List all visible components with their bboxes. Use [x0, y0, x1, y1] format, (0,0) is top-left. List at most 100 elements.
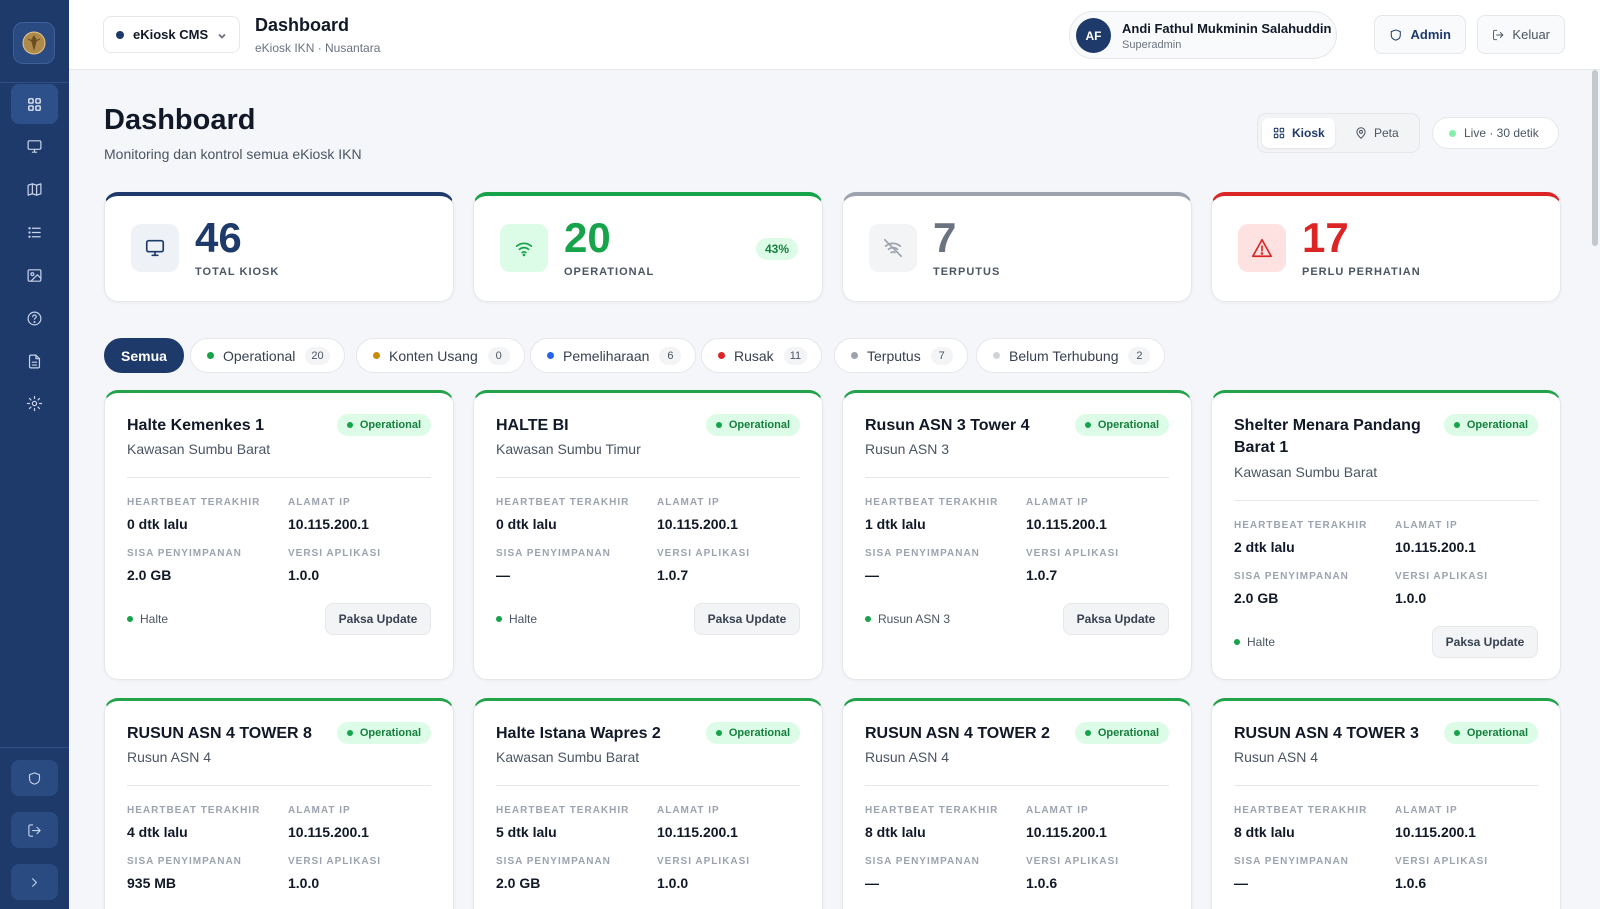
sidebar-item-media[interactable]	[11, 255, 58, 295]
stat-label: TERPUTUS	[933, 266, 1001, 278]
sidebar-item-help[interactable]	[11, 298, 58, 338]
user-menu[interactable]: AF Andi Fathul Mukminin Salahuddin Super…	[1069, 11, 1337, 59]
stat-value: 46	[195, 214, 242, 261]
kiosk-tag: Halte	[496, 612, 537, 626]
filter-chip-maintenance[interactable]: Pemeliharaan 6	[530, 338, 697, 373]
kiosk-card[interactable]: Rusun ASN 3 Tower 4 Operational Rusun AS…	[842, 390, 1192, 680]
alert-triangle-icon	[1252, 238, 1272, 258]
app-logo[interactable]	[13, 22, 55, 64]
user-role: Superadmin	[1122, 39, 1182, 51]
heartbeat-value: 8 dtk lalu	[1234, 824, 1295, 840]
status-dot	[346, 422, 353, 428]
stat-value: 17	[1302, 214, 1349, 261]
wifi-off-icon	[883, 238, 903, 258]
view-kiosk-button[interactable]: Kiosk	[1262, 118, 1335, 148]
kiosk-card[interactable]: RUSUN ASN 4 TOWER 3 Operational Rusun AS…	[1211, 698, 1561, 909]
kiosk-location: Kawasan Sumbu Timur	[496, 441, 641, 457]
sidebar-logout-button[interactable]	[11, 812, 58, 848]
sidebar-item-reports[interactable]	[11, 341, 58, 381]
heartbeat-label: HEARTBEAT TERAKHIR	[1234, 520, 1368, 531]
heartbeat-value: 2 dtk lalu	[1234, 539, 1295, 555]
stat-card-total[interactable]: 46 TOTAL KIOSK	[104, 192, 454, 302]
admin-button[interactable]: Admin	[1374, 15, 1466, 54]
stat-card-disconnected[interactable]: 7 TERPUTUS	[842, 192, 1192, 302]
view-map-label: Peta	[1374, 126, 1399, 140]
header-subtitle: eKiosk IKN · Nusantara	[255, 41, 381, 55]
sidebar-item-dashboard[interactable]	[11, 84, 58, 124]
ip-value: 10.115.200.1	[1026, 516, 1107, 532]
force-update-button[interactable]: Paksa Update	[325, 603, 431, 635]
kiosk-card[interactable]: HALTE BI Operational Kawasan Sumbu Timur…	[473, 390, 823, 680]
sidebar-item-map[interactable]	[11, 169, 58, 209]
kiosk-location: Rusun ASN 3	[865, 441, 950, 457]
kiosk-card[interactable]: RUSUN ASN 4 TOWER 8 Operational Rusun AS…	[104, 698, 454, 909]
card-divider	[496, 785, 800, 786]
filter-chip-broken[interactable]: Rusak 11	[701, 338, 823, 373]
scrollbar-thumb[interactable]	[1592, 70, 1598, 246]
sidebar-divider	[0, 82, 69, 83]
document-icon	[28, 354, 41, 368]
stat-card-operational[interactable]: 20 OPERATIONAL 43%	[473, 192, 823, 302]
status-badge: Operational	[336, 722, 431, 744]
wifi-icon	[515, 242, 533, 257]
filter-chip-label: Belum Terhubung	[1009, 347, 1119, 364]
kiosk-tag: Halte	[1234, 635, 1275, 649]
ip-label: ALAMAT IP	[288, 805, 351, 816]
stat-card-attention[interactable]: 17 PERLU PERHATIAN	[1211, 192, 1561, 302]
filter-chip-operational[interactable]: Operational 20	[190, 338, 345, 373]
filter-chip-count: 11	[783, 346, 808, 365]
kiosk-name: Shelter Menara Pandang Barat 1	[1234, 417, 1421, 456]
heartbeat-value: 1 dtk lalu	[865, 516, 926, 532]
filter-chip-not-connected[interactable]: Belum Terhubung 2	[976, 338, 1166, 373]
sidebar-item-settings[interactable]	[11, 383, 58, 423]
storage-label: SISA PENYIMPANAN	[127, 856, 242, 867]
kiosk-tag-label: Halte	[509, 612, 538, 626]
page-scrollbar[interactable]	[1568, 70, 1600, 909]
filter-chip-label: Pemeliharaan	[563, 347, 650, 364]
storage-label: SISA PENYIMPANAN	[1234, 571, 1349, 582]
stat-label: TOTAL KIOSK	[195, 266, 280, 278]
kiosk-card[interactable]: RUSUN ASN 4 TOWER 2 Operational Rusun AS…	[842, 698, 1192, 909]
version-value: 1.0.6	[1395, 875, 1427, 891]
kiosk-location: Kawasan Sumbu Barat	[496, 749, 640, 765]
ip-value: 10.115.200.1	[657, 516, 738, 532]
kiosk-card[interactable]: Halte Kemenkes 1 Operational Kawasan Sum…	[104, 390, 454, 680]
sidebar-item-kiosk[interactable]	[11, 126, 58, 166]
status-dot	[373, 352, 380, 359]
filter-chip-all[interactable]: Semua	[104, 338, 184, 373]
force-update-button[interactable]: Paksa Update	[1432, 626, 1538, 658]
logout-button[interactable]: Keluar	[1477, 15, 1565, 54]
kiosk-location: Rusun ASN 4	[1234, 749, 1319, 765]
storage-value: —	[865, 875, 879, 891]
view-map-button[interactable]: Peta	[1344, 118, 1409, 148]
admin-button-label: Admin	[1410, 27, 1451, 42]
kiosk-card[interactable]: Halte Istana Wapres 2 Operational Kawasa…	[473, 698, 823, 909]
card-divider	[496, 477, 800, 478]
storage-label: SISA PENYIMPANAN	[1234, 856, 1349, 867]
stat-value: 20	[564, 214, 611, 261]
ip-label: ALAMAT IP	[657, 497, 720, 508]
force-update-button[interactable]: Paksa Update	[1063, 603, 1169, 635]
sidebar-admin-button[interactable]	[11, 760, 58, 796]
force-update-button[interactable]: Paksa Update	[694, 603, 800, 635]
live-indicator: Live · 30 detik	[1432, 117, 1559, 149]
stat-icon-wrap	[131, 224, 179, 272]
app-selector[interactable]: eKiosk CMS	[103, 16, 240, 53]
kiosk-name: RUSUN ASN 4 TOWER 8	[127, 725, 312, 742]
status-badge: Operational	[705, 414, 800, 436]
filter-chip-count: 0	[487, 346, 510, 365]
filter-chip-outdated[interactable]: Konten Usang 0	[356, 338, 525, 373]
kiosk-name: Rusun ASN 3 Tower 4	[865, 417, 1030, 434]
emblem-icon	[22, 31, 46, 55]
status-dot	[718, 352, 725, 359]
sidebar-expand-button[interactable]	[11, 864, 58, 900]
kiosk-name: Halte Istana Wapres 2	[496, 725, 661, 742]
filter-chip-disconnected[interactable]: Terputus 7	[834, 338, 968, 373]
heartbeat-label: HEARTBEAT TERAKHIR	[496, 497, 630, 508]
heartbeat-label: HEARTBEAT TERAKHIR	[496, 805, 630, 816]
status-badge: Operational	[1443, 414, 1538, 436]
monitor-icon	[145, 239, 165, 257]
sidebar-item-list[interactable]	[11, 212, 58, 252]
kiosk-card[interactable]: Shelter Menara Pandang Barat 1 Operation…	[1211, 390, 1561, 680]
kiosk-name: HALTE BI	[496, 417, 569, 434]
